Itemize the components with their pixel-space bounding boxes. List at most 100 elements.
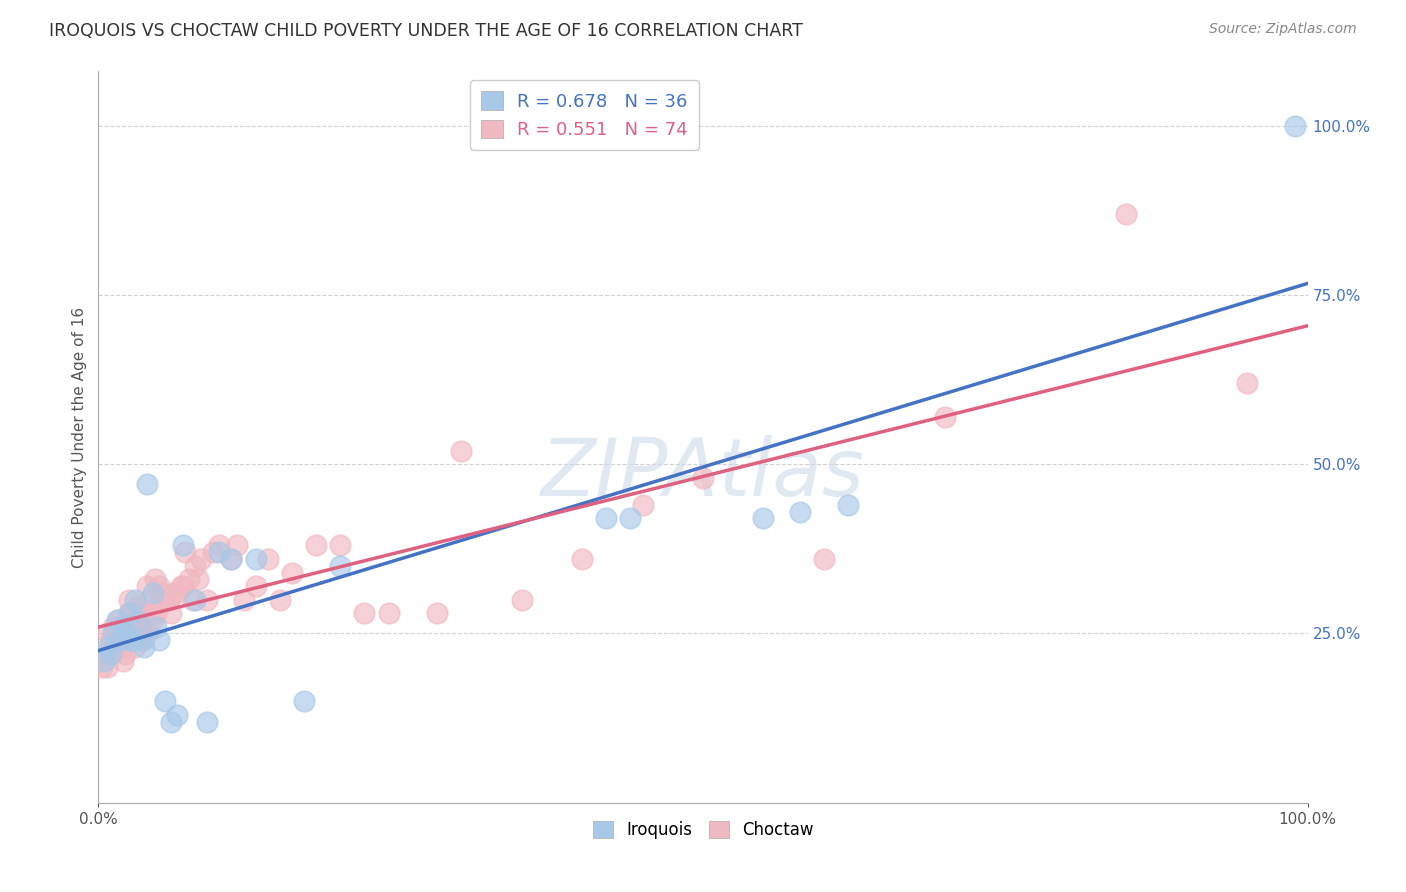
Point — [124, 640, 146, 654]
Point — [1284, 119, 1306, 133]
Point — [157, 592, 180, 607]
Point — [292, 694, 315, 708]
Point — [510, 592, 533, 607]
Point — [752, 511, 775, 525]
Point — [631, 498, 654, 512]
Point — [93, 647, 115, 661]
Point — [179, 572, 201, 586]
Point — [148, 633, 170, 648]
Point — [160, 714, 183, 729]
Point — [1115, 206, 1137, 220]
Point — [93, 654, 115, 668]
Point — [127, 613, 149, 627]
Point — [153, 592, 176, 607]
Point — [105, 613, 128, 627]
Point — [121, 613, 143, 627]
Point — [134, 640, 156, 654]
Point — [208, 545, 231, 559]
Point — [813, 552, 835, 566]
Point — [104, 640, 127, 654]
Point — [619, 511, 641, 525]
Point — [221, 552, 243, 566]
Point — [281, 566, 304, 580]
Point — [426, 606, 449, 620]
Point — [101, 620, 124, 634]
Point — [129, 606, 152, 620]
Point — [181, 592, 204, 607]
Point — [124, 620, 146, 634]
Point — [97, 640, 120, 654]
Point — [184, 592, 207, 607]
Point — [111, 640, 134, 654]
Point — [162, 586, 184, 600]
Point — [100, 647, 122, 661]
Point — [269, 592, 291, 607]
Point — [117, 633, 139, 648]
Point — [100, 633, 122, 648]
Point — [152, 586, 174, 600]
Point — [135, 477, 157, 491]
Point — [934, 409, 956, 424]
Point — [91, 660, 114, 674]
Point — [208, 538, 231, 552]
Point — [150, 592, 173, 607]
Point — [245, 579, 267, 593]
Point — [114, 647, 136, 661]
Point — [127, 599, 149, 614]
Point — [169, 579, 191, 593]
Point — [101, 626, 124, 640]
Point — [120, 626, 142, 640]
Point — [202, 545, 225, 559]
Point — [107, 613, 129, 627]
Point — [111, 654, 134, 668]
Point — [172, 538, 194, 552]
Point — [121, 633, 143, 648]
Point — [114, 626, 136, 640]
Point — [142, 586, 165, 600]
Point — [96, 660, 118, 674]
Point — [305, 538, 328, 552]
Point — [97, 626, 120, 640]
Point — [353, 606, 375, 620]
Text: IROQUOIS VS CHOCTAW CHILD POVERTY UNDER THE AGE OF 16 CORRELATION CHART: IROQUOIS VS CHOCTAW CHILD POVERTY UNDER … — [49, 22, 803, 40]
Point — [145, 620, 167, 634]
Point — [195, 714, 218, 729]
Point — [1236, 376, 1258, 390]
Point — [124, 592, 146, 607]
Point — [127, 613, 149, 627]
Point — [135, 579, 157, 593]
Point — [195, 592, 218, 607]
Point — [245, 552, 267, 566]
Point — [166, 586, 188, 600]
Point — [135, 626, 157, 640]
Point — [226, 538, 249, 552]
Point — [789, 505, 811, 519]
Point — [134, 606, 156, 620]
Point — [450, 443, 472, 458]
Point — [377, 606, 399, 620]
Point — [118, 592, 141, 607]
Point — [190, 552, 212, 566]
Point — [174, 545, 197, 559]
Point — [143, 572, 166, 586]
Point — [256, 552, 278, 566]
Point — [118, 606, 141, 620]
Point — [329, 538, 352, 552]
Point — [105, 620, 128, 634]
Point — [100, 647, 122, 661]
Point — [153, 694, 176, 708]
Point — [329, 558, 352, 573]
Point — [138, 592, 160, 607]
Point — [148, 579, 170, 593]
Point — [114, 620, 136, 634]
Text: ZIPAtlas: ZIPAtlas — [541, 434, 865, 513]
Point — [111, 620, 134, 634]
Point — [108, 633, 131, 648]
Point — [837, 498, 859, 512]
Point — [221, 552, 243, 566]
Point — [184, 558, 207, 573]
Point — [595, 511, 617, 525]
Point — [132, 633, 155, 648]
Point — [160, 606, 183, 620]
Point — [142, 613, 165, 627]
